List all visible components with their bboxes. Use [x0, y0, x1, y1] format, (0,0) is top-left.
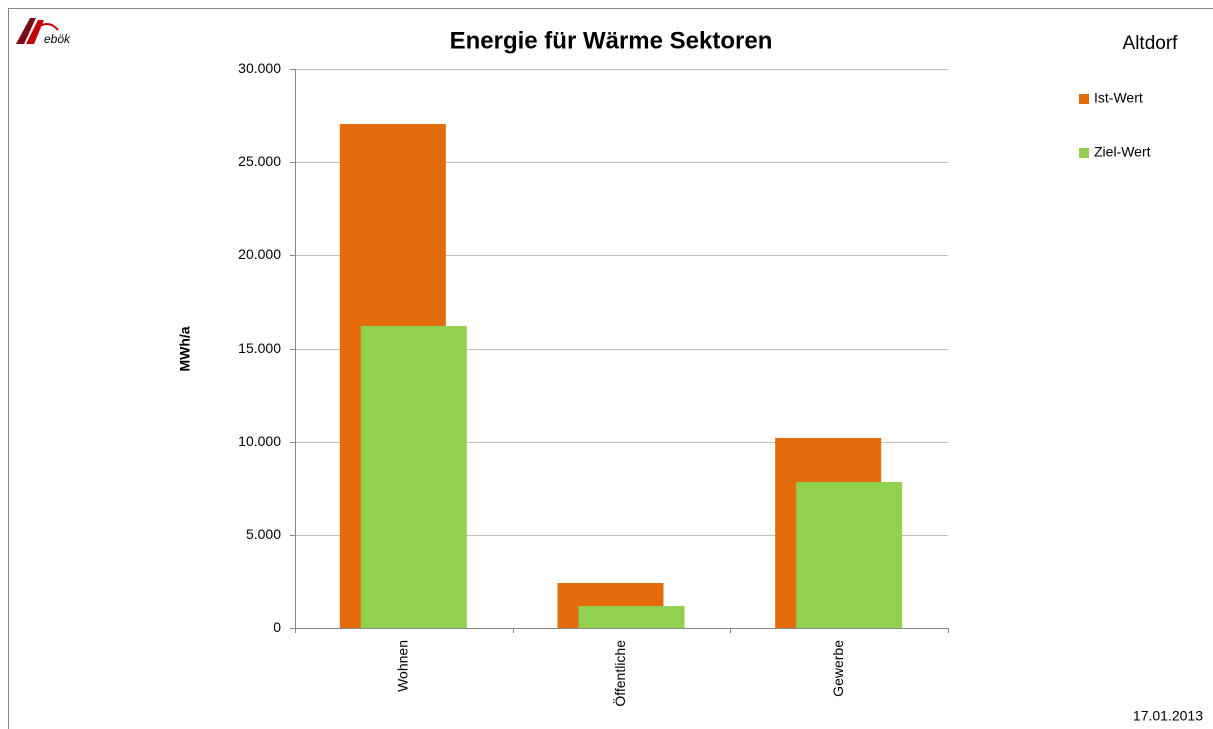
- logo-text: ebök: [44, 32, 71, 46]
- x-tick-label: Gewerbe: [830, 640, 846, 697]
- y-tick-label: 20.000: [238, 246, 281, 262]
- legend-label: Ist-Wert: [1094, 90, 1143, 106]
- legend-swatch: [1079, 94, 1089, 104]
- y-axis-label: MWh/a: [177, 326, 193, 371]
- legend-swatch: [1079, 148, 1089, 158]
- y-tick-label: 30.000: [238, 60, 281, 76]
- legend-label: Ziel-Wert: [1094, 144, 1151, 160]
- x-tick-label: Wohnen: [395, 640, 411, 692]
- subtitle: Altdorf: [1123, 33, 1179, 54]
- y-tick-label: 10.000: [238, 433, 281, 449]
- chart-title: Energie für Wärme Sektoren: [450, 27, 773, 54]
- date: 17.01.2013: [1133, 708, 1203, 724]
- y-tick-label: 0: [273, 619, 281, 635]
- x-tick-label: Öffentliche: [611, 640, 628, 707]
- y-tick-label: 25.000: [238, 153, 281, 169]
- bar: [360, 325, 467, 628]
- logo: [16, 18, 59, 44]
- bar: [796, 482, 903, 628]
- bar: [578, 606, 685, 628]
- y-tick-label: 5.000: [246, 526, 281, 542]
- y-tick-label: 15.000: [238, 340, 281, 356]
